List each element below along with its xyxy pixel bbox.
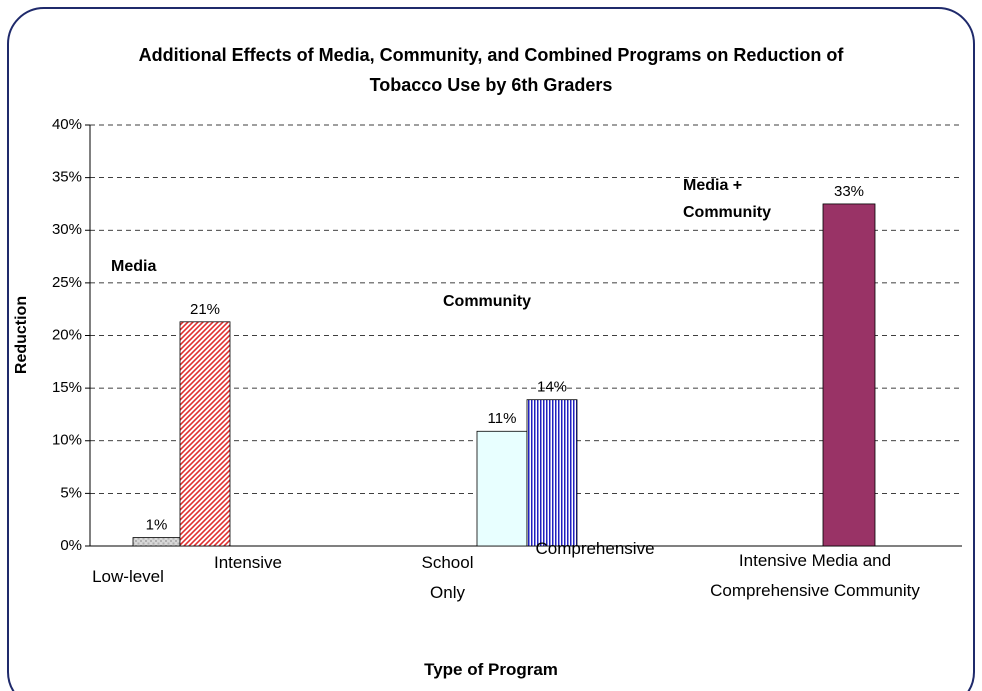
- bar: [132, 537, 181, 547]
- y-axis-title: Reduction: [13, 296, 30, 374]
- value-label: 21%: [190, 301, 220, 318]
- value-label: 11%: [488, 410, 517, 427]
- y-tick-label: 5%: [60, 484, 82, 501]
- x-tick-label: Intensive Media and Comprehensive Commun…: [710, 551, 920, 600]
- y-tick-label: 10%: [52, 432, 82, 449]
- x-tick-label: School Only: [421, 553, 474, 602]
- bar: [179, 321, 231, 547]
- y-tick-label: 40%: [52, 116, 82, 133]
- y-tick-label: 15%: [52, 379, 82, 396]
- value-label: 14%: [537, 379, 567, 396]
- y-tick-label: 0%: [60, 537, 82, 554]
- x-tick-label: Intensive: [213, 553, 283, 572]
- annotation: Community: [443, 293, 531, 310]
- bar: [822, 203, 876, 547]
- y-tick-label: 20%: [52, 326, 82, 343]
- y-tick-label: 35%: [52, 169, 82, 186]
- x-tick-label: Comprehensive: [535, 539, 655, 558]
- y-tick-label: 25%: [52, 274, 82, 291]
- bar: [526, 399, 578, 547]
- bar: [476, 430, 528, 547]
- value-label: 1%: [146, 517, 168, 534]
- chart-title: Additional Effects of Media, Community, …: [138, 45, 844, 95]
- chart-border: [7, 7, 975, 691]
- annotation: Media + Community: [683, 177, 771, 221]
- value-label: 33%: [834, 183, 864, 200]
- y-tick-label: 30%: [52, 221, 82, 238]
- x-tick-label: Low-level: [92, 567, 164, 586]
- annotation: Media: [111, 258, 157, 275]
- x-axis-title: Type of Program: [424, 660, 558, 679]
